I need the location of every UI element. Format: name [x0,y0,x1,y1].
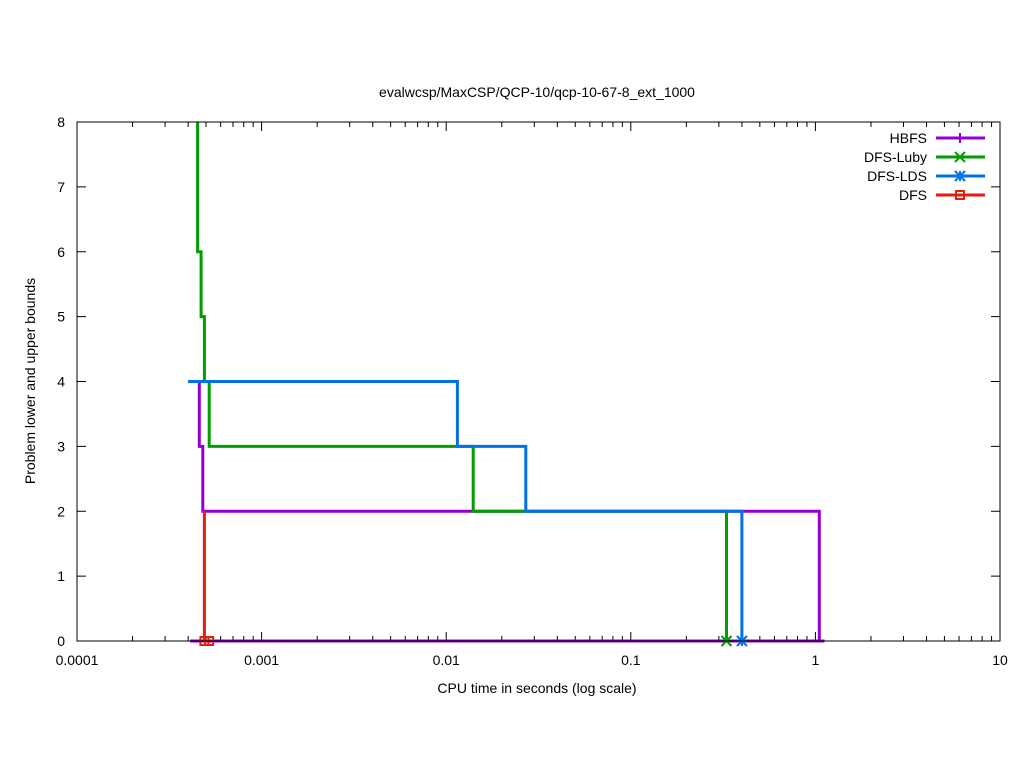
series-dfs-lds-upper-line [188,380,744,641]
x-tick-label: 0.001 [244,652,279,668]
y-tick-label: 1 [57,568,65,584]
legend-marker-hbfs [955,133,965,143]
x-tick-label: 10 [992,652,1008,668]
y-tick-label: 4 [57,374,65,390]
series-dfs-lds [188,380,748,647]
y-tick-label: 8 [57,114,65,130]
series-dfs-luby [196,122,733,647]
y-tick-label: 5 [57,309,65,325]
legend-label-hbfs: HBFS [890,130,927,146]
y-tick-label: 6 [57,244,65,260]
legend-label-dfs: DFS [899,187,927,203]
x-tick-label: 1 [812,652,820,668]
legend-marker-dfs-lds [954,170,966,182]
legend-marker-dfs-luby [954,151,966,163]
series-layer [188,122,825,647]
y-tick-label: 2 [57,503,65,519]
legend-label-dfs-lds: DFS-LDS [867,168,927,184]
x-tick-label: 0.01 [433,652,460,668]
x-axis-label: CPU time in seconds (log scale) [437,680,636,696]
x-tick-label: 0.0001 [56,652,99,668]
y-tick-label: 7 [57,179,65,195]
y-axis-label: Problem lower and upper bounds [22,278,38,484]
y-tick-label: 3 [57,438,65,454]
y-tick-label: 0 [57,633,65,649]
series-dfs [199,511,215,646]
chart-title: evalwcsp/MaxCSP/QCP-10/qcp-10-67-8_ext_1… [379,84,695,100]
legend-marker-dfs [955,190,965,200]
legend-label-dfs-luby: DFS-Luby [864,149,927,165]
x-tick-label: 0.1 [621,652,641,668]
legend: HBFS DFS-Luby DFS-LDS DFS [864,130,985,203]
plot-frame [76,121,1001,642]
